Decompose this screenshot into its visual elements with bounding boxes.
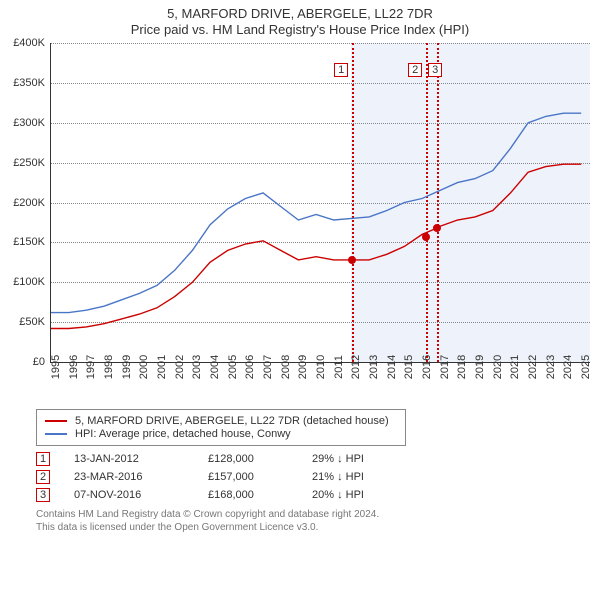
x-tick-label: 2025 [580,355,592,379]
x-tick-label: 1998 [103,355,115,379]
x-axis-ticks: 1995199619971998199920002001200220032004… [50,363,590,403]
x-tick-label: 2018 [456,355,468,379]
event-price: £128,000 [208,453,288,465]
legend-box: 5, MARFORD DRIVE, ABERGELE, LL22 7DR (de… [36,409,406,446]
x-tick-label: 2002 [174,355,186,379]
x-tick-label: 2019 [474,355,486,379]
legend-label: HPI: Average price, detached house, Conw… [75,428,291,440]
y-tick-label: £200K [13,197,45,209]
x-tick-label: 1995 [50,355,62,379]
sales-event-table: 1 13-JAN-2012 £128,000 29% ↓ HPI 2 23-MAR-201… [36,452,590,502]
x-tick-label: 2020 [492,355,504,379]
x-tick-label: 2003 [191,355,203,379]
sale-marker-dot [433,224,441,232]
x-tick-label: 2024 [562,355,574,379]
x-tick-label: 2021 [509,355,521,379]
chart-title: 5, MARFORD DRIVE, ABERGELE, LL22 7DR Pri… [0,0,600,39]
event-date: 07-NOV-2016 [74,489,184,501]
event-row: 1 13-JAN-2012 £128,000 29% ↓ HPI [36,452,590,466]
x-tick-label: 2008 [280,355,292,379]
x-tick-label: 2013 [368,355,380,379]
x-tick-label: 2016 [421,355,433,379]
event-row: 2 23-MAR-2016 £157,000 21% ↓ HPI [36,470,590,484]
x-tick-label: 2023 [545,355,557,379]
series-line [51,113,581,312]
series-svg [51,43,590,362]
y-tick-label: £400K [13,37,45,49]
event-date: 13-JAN-2012 [74,453,184,465]
event-delta: 20% ↓ HPI [312,489,402,501]
x-tick-label: 2011 [333,355,345,379]
y-tick-label: £350K [13,77,45,89]
y-tick-label: £250K [13,157,45,169]
x-tick-label: 2022 [527,355,539,379]
x-tick-label: 2014 [386,355,398,379]
x-tick-label: 2017 [439,355,451,379]
x-tick-label: 2015 [403,355,415,379]
x-tick-label: 2006 [244,355,256,379]
legend-swatch [45,420,67,422]
x-tick-label: 2001 [156,355,168,379]
event-delta: 29% ↓ HPI [312,453,402,465]
event-number-box: 1 [36,452,50,466]
footer-attribution: Contains HM Land Registry data © Crown c… [36,508,590,534]
event-number-box: 2 [36,470,50,484]
event-price: £168,000 [208,489,288,501]
event-row: 3 07-NOV-2016 £168,000 20% ↓ HPI [36,488,590,502]
x-tick-label: 2004 [209,355,221,379]
x-tick-label: 2000 [138,355,150,379]
event-date: 23-MAR-2016 [74,471,184,483]
event-price: £157,000 [208,471,288,483]
y-tick-label: £300K [13,117,45,129]
x-tick-label: 1996 [68,355,80,379]
y-tick-label: £150K [13,236,45,248]
x-tick-label: 2005 [227,355,239,379]
title-line-1: 5, MARFORD DRIVE, ABERGELE, LL22 7DR [10,6,590,21]
legend-row: 5, MARFORD DRIVE, ABERGELE, LL22 7DR (de… [45,415,397,427]
legend-swatch [45,433,67,435]
x-tick-label: 1997 [85,355,97,379]
legend-row: HPI: Average price, detached house, Conw… [45,428,397,440]
y-tick-label: £100K [13,276,45,288]
event-number-box: 3 [36,488,50,502]
y-tick-label: £50K [19,316,45,328]
series-line [51,164,581,328]
x-tick-label: 2012 [350,355,362,379]
title-line-2: Price paid vs. HM Land Registry's House … [10,22,590,37]
x-tick-label: 2009 [297,355,309,379]
sale-marker-dot [422,233,430,241]
sale-marker-dot [348,256,356,264]
x-tick-label: 2010 [315,355,327,379]
chart-plot-area: 123 £0£50K£100K£150K£200K£250K£300K£350K… [50,43,590,363]
event-delta: 21% ↓ HPI [312,471,402,483]
footer-line-2: This data is licensed under the Open Gov… [36,521,590,534]
y-tick-label: £0 [33,356,45,368]
footer-line-1: Contains HM Land Registry data © Crown c… [36,508,590,521]
legend-label: 5, MARFORD DRIVE, ABERGELE, LL22 7DR (de… [75,415,389,427]
x-tick-label: 1999 [121,355,133,379]
x-tick-label: 2007 [262,355,274,379]
